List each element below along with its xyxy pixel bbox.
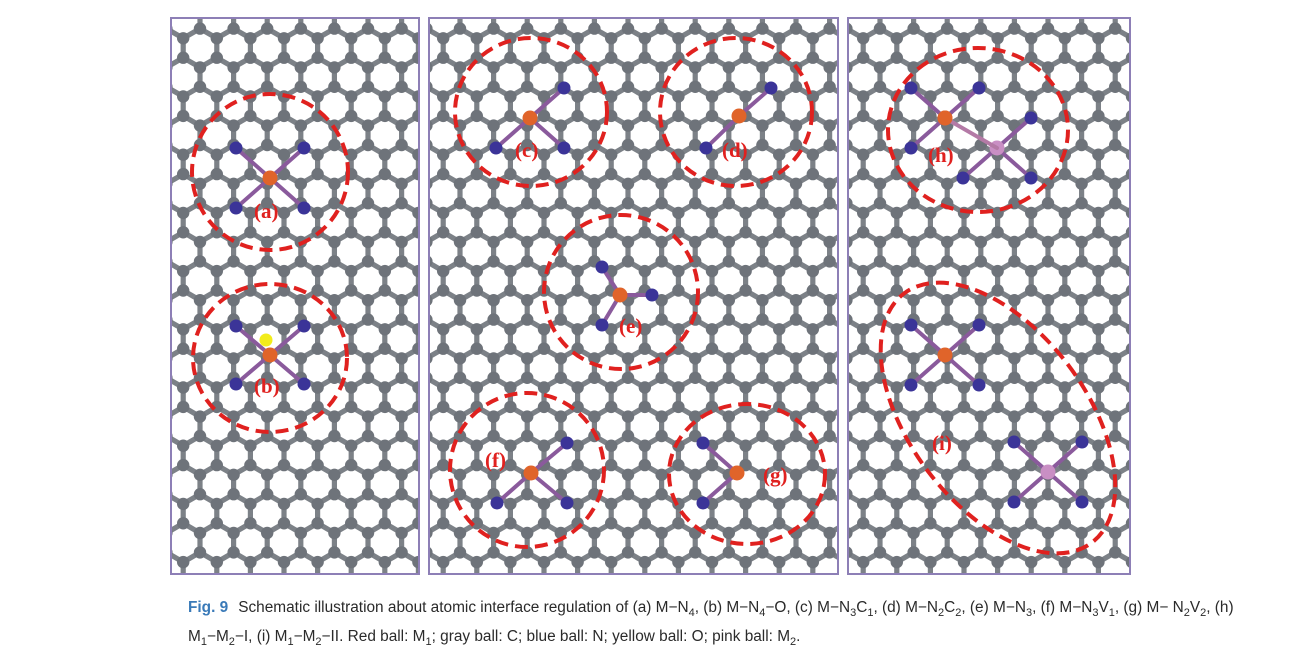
label-b: (b): [254, 374, 280, 398]
label-a: (a): [254, 199, 279, 223]
panel-frame-left: [170, 17, 420, 575]
site-c-metal: [522, 110, 538, 126]
circle-i: [878, 280, 1118, 556]
site-d-metal: [731, 108, 747, 124]
site-g-nitrogen: [696, 496, 710, 510]
circle-c: [453, 36, 609, 188]
site-g-nitrogen: [696, 436, 710, 450]
site-b-nitrogen: [297, 377, 311, 391]
site-e-nitrogen: [595, 318, 609, 332]
site-b-oxygen: [259, 333, 273, 347]
site-i-m1-nitrogen: [972, 318, 986, 332]
site-h-m1-nitrogen: [904, 81, 918, 95]
site-f-metal: [523, 465, 539, 481]
site-i-m1-nitrogen: [904, 378, 918, 392]
site-a-nitrogen: [297, 201, 311, 215]
panel-frame-right: [847, 17, 1131, 575]
site-b-nitrogen: [229, 377, 243, 391]
site-e-nitrogen: [595, 260, 609, 274]
circle-d: [658, 36, 814, 188]
site-g-metal: [729, 465, 745, 481]
label-f: (f): [485, 448, 506, 472]
site-c-nitrogen: [557, 141, 571, 155]
site-h-m2-nitrogen: [956, 171, 970, 185]
label-e: (e): [619, 314, 642, 338]
site-a-nitrogen: [229, 141, 243, 155]
site-b-nitrogen: [229, 319, 243, 333]
site-i-m2-nitrogen: [1075, 495, 1089, 509]
site-b-nitrogen: [297, 319, 311, 333]
site-overlays: [190, 36, 1118, 556]
site-i-m1-metal: [937, 347, 953, 363]
site-c-nitrogen: [557, 81, 571, 95]
site-f-nitrogen: [560, 496, 574, 510]
site-h-m1-nitrogen: [972, 81, 986, 95]
circle-b: [191, 282, 349, 434]
site-e-nitrogen: [645, 288, 659, 302]
label-g: (g): [763, 463, 788, 487]
carbon-atoms: [429, 22, 836, 569]
label-d: (d): [722, 138, 748, 162]
circle-h: [886, 46, 1070, 214]
circle-a: [190, 92, 350, 252]
label-i: (i): [932, 431, 952, 455]
circle-f: [448, 391, 606, 549]
site-a-nitrogen: [297, 141, 311, 155]
figure-graphene-lattices: (a) (b) (c) (d) (e) (f) (g) (h) (i): [170, 17, 1131, 575]
site-i-m2-metal: [1040, 464, 1056, 480]
figure-caption: Fig. 9 Schematic illustration about atomi…: [188, 596, 1293, 654]
site-a-nitrogen: [229, 201, 243, 215]
site-i-m2-nitrogen: [1007, 435, 1021, 449]
figure-number: Fig. 9: [188, 599, 229, 616]
label-c: (c): [515, 138, 538, 162]
site-h-metal1: [937, 110, 953, 126]
site-f-nitrogen: [560, 436, 574, 450]
site-c-nitrogen: [489, 141, 503, 155]
site-i-m1-nitrogen: [972, 378, 986, 392]
caption-text: Schematic illustration about atomic inte…: [188, 599, 1234, 649]
site-d-nitrogen: [764, 81, 778, 95]
site-a-metal: [262, 170, 278, 186]
site-f-nitrogen: [490, 496, 504, 510]
circle-e: [542, 213, 700, 371]
site-h-m1-nitrogen: [904, 141, 918, 155]
label-h: (h): [928, 143, 954, 167]
site-b-metal: [262, 347, 278, 363]
site-e-metal: [612, 287, 628, 303]
site-h-m2-nitrogen: [1024, 171, 1038, 185]
panel-frame-middle: [428, 17, 839, 575]
site-i-m1-nitrogen: [904, 318, 918, 332]
circle-g: [667, 402, 827, 546]
site-i-m2-nitrogen: [1075, 435, 1089, 449]
site-h-m2-nitrogen: [1024, 111, 1038, 125]
panel-middle: [429, 18, 838, 574]
site-i-m2-nitrogen: [1007, 495, 1021, 509]
site-d-nitrogen: [699, 141, 713, 155]
